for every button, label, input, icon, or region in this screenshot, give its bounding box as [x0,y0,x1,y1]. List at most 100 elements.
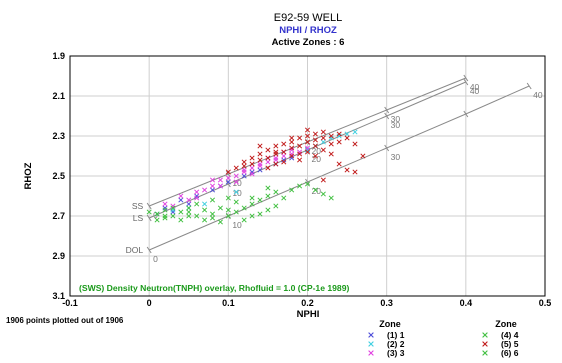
data-point-stroke [217,177,223,183]
data-point-stroke [289,151,295,157]
data-point-zone-5 [320,177,326,183]
lithology-porosity-label: 30 [391,120,401,130]
y-axis-label: RHOZ [23,162,34,189]
lithology-lines: SS010203040LS10203040DOL010203040 [126,74,543,264]
data-point-stroke [297,143,303,149]
data-point-stroke [217,205,223,211]
data-point-zone-5 [273,149,279,155]
data-point-stroke [273,161,279,167]
data-point-stroke [217,183,223,189]
legend-item-zone-1: (1) 1 [368,330,405,340]
data-point-stroke [328,135,334,141]
lithology-tick [463,74,469,82]
data-point-stroke [312,153,318,159]
data-point-stroke [328,151,334,157]
data-point-stroke [194,213,200,219]
data-point-zone-5 [320,147,326,153]
data-point-stroke [233,209,239,215]
data-point-zone-4 [281,195,287,201]
data-point-zone-4 [289,187,295,193]
data-point-stroke [289,187,295,193]
plot-frame [69,55,546,297]
data-point-zone-5 [289,139,295,145]
data-point-stroke [249,201,255,207]
data-point-stroke [178,193,184,199]
lithology-tick [384,112,390,120]
data-point-zone-5 [297,135,303,141]
data-point-zone-2 [304,147,311,153]
data-point-zone-6 [225,207,231,213]
data-point-zone-5 [352,169,358,175]
legend-item-zone-2: (2) 2 [368,339,405,349]
lithology-porosity-label: 40 [533,90,543,100]
data-point-stroke [241,163,247,169]
data-point-zone-4 [194,213,200,219]
data-point-zone-1 [209,187,216,193]
data-point-stroke [320,177,326,183]
data-point-stroke [312,131,318,137]
data-point-stroke [281,153,287,159]
data-point-stroke [273,143,279,149]
data-point-zone-3 [194,195,200,201]
data-point-stroke [162,205,168,211]
data-point-zone-5 [328,141,334,147]
data-point-stroke [225,169,231,175]
data-point-zone-5 [289,153,295,159]
data-point-zone-5 [257,143,263,149]
data-point-zone-3 [241,167,247,173]
data-point-stroke [241,169,247,175]
data-point-stroke [328,141,334,147]
data-point-zone-1 [249,169,255,175]
data-point-stroke [304,139,311,145]
data-point-stroke [273,157,279,163]
data-point-stroke [162,215,168,221]
legend-item-zone-5: (5) 5 [482,339,519,349]
data-point-stroke [273,151,279,157]
lithology-tick [463,78,469,86]
x-tick-label: 0 [147,298,152,308]
data-point-stroke [186,205,192,211]
lithology-name-dol: DOL [126,245,144,255]
data-point-zone-2 [352,129,358,135]
data-point-stroke [289,147,295,153]
data-point-zone-4 [328,195,334,201]
data-point-stroke [257,197,263,203]
data-point-zone-4 [154,211,160,217]
legend-marker [368,341,374,347]
data-point-zone-5 [281,149,287,155]
data-point-zone-1 [162,205,168,211]
legend-label: (3) 3 [387,348,405,358]
legend-title-left: Zone [379,319,401,329]
lithology-porosity-label: 10 [232,220,242,230]
data-point-stroke [289,155,295,161]
data-point-stroke [209,215,216,221]
chart-title: E92-59 WELL [274,12,342,24]
x-tick-label: 0.5 [539,298,552,308]
data-point-stroke [257,211,263,217]
lithology-tick [384,106,390,114]
data-point-stroke [265,159,271,165]
data-point-stroke [170,209,176,215]
legend-label: (5) 5 [501,339,519,349]
data-point-stroke [304,127,311,133]
x-tick-label: 0.1 [222,298,235,308]
data-point-stroke [336,131,342,137]
data-point-stroke [289,135,295,141]
data-point-zone-5 [328,133,334,139]
x-tick-label: 0.4 [460,298,473,308]
data-point-zone-5 [352,141,358,147]
data-point-zone-5 [273,143,279,149]
data-point-stroke [265,207,271,213]
data-point-stroke [257,157,263,163]
data-point-stroke [281,195,287,201]
legend-label: (2) 2 [387,339,405,349]
data-point-zone-5 [297,143,303,149]
data-point-zone-5 [304,149,311,155]
data-point-stroke [162,201,168,207]
data-point-zone-4 [162,207,168,213]
data-point-zone-5 [328,151,334,157]
data-point-zone-3 [257,163,263,169]
lithology-name-ls: LS [133,213,144,223]
data-point-zone-3 [217,183,223,189]
